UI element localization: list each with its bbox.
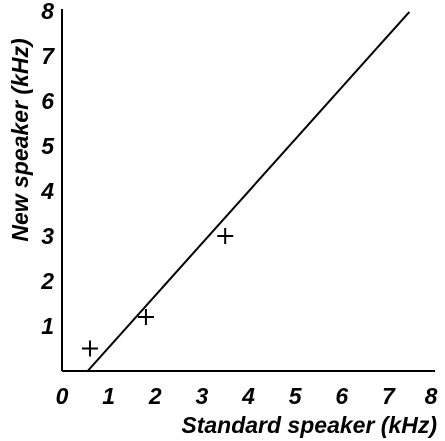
x-tick-label: 1 bbox=[102, 383, 115, 409]
x-tick-label: 5 bbox=[289, 383, 303, 409]
y-tick-label: 2 bbox=[40, 268, 54, 294]
x-tick-label: 6 bbox=[335, 383, 348, 409]
x-tick-labels: 0 1 2 3 4 5 6 7 8 bbox=[56, 383, 438, 409]
x-tick-label: 4 bbox=[241, 383, 255, 409]
y-tick-label: 4 bbox=[40, 178, 54, 204]
x-tick-label: 8 bbox=[425, 383, 438, 409]
y-tick-label: 3 bbox=[41, 223, 54, 249]
data-point bbox=[137, 309, 154, 325]
plot-area bbox=[81, 11, 411, 372]
x-tick-label: 7 bbox=[382, 383, 396, 409]
x-tick-label: 3 bbox=[195, 383, 208, 409]
y-tick-label: 7 bbox=[41, 43, 55, 69]
y-tick-label: 6 bbox=[41, 88, 54, 114]
y-axis-label: New speaker (kHz) bbox=[7, 38, 33, 241]
axes bbox=[61, 9, 435, 372]
fit-line bbox=[86, 11, 411, 372]
y-tick-label: 5 bbox=[41, 133, 55, 159]
x-tick-label: 0 bbox=[56, 383, 69, 409]
y-tick-label: 1 bbox=[41, 313, 54, 339]
data-point bbox=[217, 228, 234, 244]
y-tick-label: 8 bbox=[41, 0, 54, 24]
y-tick-labels: 1 2 3 4 5 6 7 8 bbox=[40, 0, 55, 339]
x-tick-label: 2 bbox=[148, 383, 162, 409]
x-axis-label: Standard speaker (kHz) bbox=[181, 412, 437, 438]
data-point bbox=[81, 340, 98, 357]
